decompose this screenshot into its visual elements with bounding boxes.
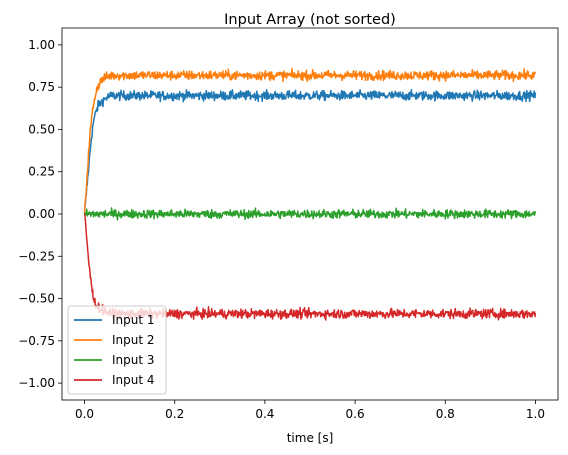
y-tick-label: 0.00 [28, 207, 55, 221]
legend-label: Input 2 [112, 333, 155, 347]
legend-label: Input 1 [112, 313, 155, 327]
x-tick-label: 0.4 [255, 407, 274, 421]
x-tick-label: 0.6 [346, 407, 365, 421]
y-tick-label: −0.25 [18, 249, 55, 263]
chart-title: Input Array (not sorted) [224, 12, 396, 28]
series-line-2 [83, 67, 537, 215]
legend-label: Input 3 [112, 353, 155, 367]
legend-label: Input 4 [112, 373, 155, 387]
y-tick-label: −0.50 [18, 292, 55, 306]
y-tick-label: 0.25 [28, 165, 55, 179]
y-tick-label: −0.75 [18, 334, 55, 348]
y-tick-label: 1.00 [28, 38, 55, 52]
x-axis-label: time [s] [287, 431, 334, 445]
series-line-1 [83, 88, 537, 215]
plot-lines [83, 67, 537, 322]
series-line-3 [83, 207, 537, 221]
legend: Input 1 Input 2 Input 3 Input 4 [67, 305, 167, 395]
y-tick-label: 0.75 [28, 80, 55, 94]
x-tick-label: 0.0 [75, 407, 94, 421]
x-tick-label: 0.8 [436, 407, 455, 421]
x-axis: 0.0 0.2 0.4 0.6 0.8 1.0 [75, 400, 545, 421]
y-tick-label: 0.50 [28, 122, 55, 136]
y-axis: −1.00 −0.75 −0.50 −0.25 0.00 0.25 0.50 0.75 1.00 [18, 38, 62, 390]
x-tick-label: 0.2 [165, 407, 184, 421]
series-line-4 [83, 213, 537, 322]
x-tick-label: 1.0 [526, 407, 545, 421]
legend-box [67, 305, 167, 395]
y-tick-label: −1.00 [18, 376, 55, 390]
